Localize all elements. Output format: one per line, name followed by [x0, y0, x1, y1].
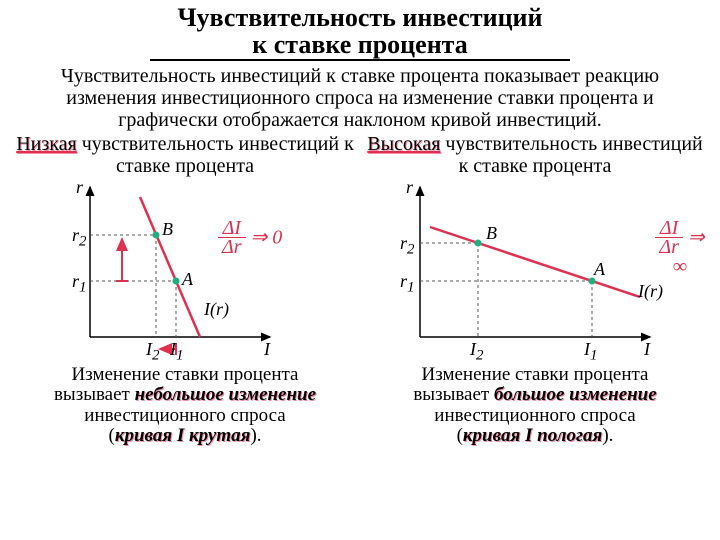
left-cap-3: инвестиционного спроса — [10, 406, 360, 427]
left-formula: ΔI Δr ⇒ 0 — [218, 219, 282, 256]
left-column: Низкая чувствительность инвестиций к ста… — [10, 133, 360, 447]
right-B: B — [486, 223, 497, 244]
left-cap-1: Изменение ставки процента — [10, 365, 360, 386]
right-column: Высокая чувствительность инвестиций к ст… — [360, 133, 710, 447]
right-caption: Изменение ставки процента вызывает больш… — [360, 365, 710, 447]
right-cap-3: инвестиционного спроса — [360, 406, 710, 427]
columns: Низкая чувствительность инвестиций к ста… — [0, 133, 720, 447]
right-chart: r r2 r1 B A I(r) I2 I1 I ΔI Δr ⇒ ∞ — [360, 177, 710, 367]
left-sub-rest: чувствительность инвестиций к ставке про… — [77, 133, 354, 177]
right-cap-2: вызывает большое изменение — [360, 385, 710, 406]
left-caption: Изменение ставки процента вызывает небол… — [10, 365, 360, 447]
left-axis-y: r — [76, 177, 83, 198]
left-I2: I2 — [146, 339, 160, 365]
right-cap-4: (кривая I пологая). — [360, 426, 710, 447]
left-chart: r r2 r1 B A I(r) I2 I1 I ΔI Δr ⇒ 0 — [10, 177, 360, 367]
left-axis-x: I — [264, 339, 270, 360]
left-cap-2: вызывает небольшое изменение — [10, 385, 360, 406]
left-r1: r1 — [72, 271, 87, 297]
intro-text: Чувствительность инвестиций к ставке про… — [0, 65, 720, 133]
left-cap-4: (кривая I крутая). — [10, 426, 360, 447]
left-subhead: Низкая чувствительность инвестиций к ста… — [10, 133, 360, 177]
title-line-2: к ставке процента — [252, 30, 468, 59]
right-A: A — [594, 259, 605, 280]
right-axis-x: I — [644, 339, 650, 360]
right-sub-word: Высокая — [367, 133, 440, 155]
title-line-1: Чувствительность инвестиций — [177, 3, 542, 32]
right-cap-1: Изменение ставки процента — [360, 365, 710, 386]
left-I1: I1 — [170, 339, 184, 365]
left-curve: I(r) — [204, 299, 229, 320]
right-axis-y: r — [406, 177, 413, 198]
right-I2: I2 — [470, 339, 484, 365]
right-sub-rest: чувствительность инвестиций к ставке про… — [440, 133, 702, 177]
right-I1: I1 — [584, 339, 598, 365]
left-r2: r2 — [72, 225, 87, 251]
left-sub-word: Низкая — [16, 133, 77, 155]
right-curve: I(r) — [638, 281, 663, 302]
left-A: A — [182, 269, 193, 290]
left-B: B — [162, 219, 173, 240]
right-r2: r2 — [400, 233, 415, 259]
right-subhead: Высокая чувствительность инвестиций к ст… — [360, 133, 710, 177]
right-formula: ΔI Δr ⇒ ∞ — [650, 219, 710, 275]
right-r1: r1 — [400, 271, 415, 297]
page-title: Чувствительность инвестиций к ставке про… — [0, 0, 720, 61]
